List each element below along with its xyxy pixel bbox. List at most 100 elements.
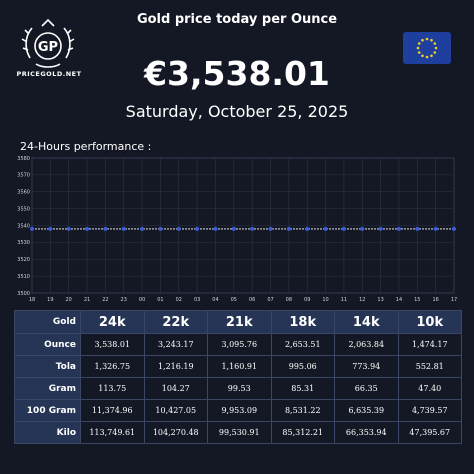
column-header-22k: 22k [143, 310, 208, 334]
price-point[interactable] [176, 226, 181, 231]
price-point[interactable] [85, 226, 90, 231]
x-tick-label: 06 [249, 297, 255, 303]
price-cell: 2,063.84 [334, 333, 399, 356]
price-cell: 1,160.91 [207, 355, 272, 378]
x-tick-label: 09 [304, 297, 310, 303]
price-cell: 4,739.57 [397, 399, 462, 422]
price-point[interactable] [268, 226, 273, 231]
x-tick-label: 18 [29, 297, 35, 303]
price-point[interactable] [158, 226, 163, 231]
price-cell: 1,474.17 [397, 333, 462, 356]
flag-star-icon [430, 54, 433, 58]
y-tick-label: 3520 [17, 257, 30, 263]
y-tick-label: 3570 [17, 173, 30, 179]
price-point[interactable] [66, 226, 71, 231]
price-cell: 8,531.22 [270, 399, 335, 422]
chart-heading: 24-Hours performance : [20, 140, 152, 153]
price-table: Gold 24k 22k 21k 18k 14k 10k Ounce 3,538.01 3,2… [14, 310, 462, 444]
row-label: Tola [14, 355, 81, 378]
price-point[interactable] [360, 226, 365, 231]
column-header-10k: 10k [397, 310, 462, 334]
price-point[interactable] [286, 226, 291, 231]
y-tick-label: 3540 [17, 223, 30, 229]
price-point[interactable] [341, 226, 346, 231]
price-point[interactable] [305, 226, 310, 231]
table-row: Ounce 3,538.01 3,243.17 3,095.76 2,653.51 2,0… [14, 333, 462, 356]
y-tick-label: 3530 [17, 240, 30, 246]
price-cell: 10,427.05 [143, 399, 208, 422]
flag-star-icon [421, 38, 424, 42]
gold-price: €3,538.01 [144, 54, 330, 93]
x-tick-label: 23 [121, 297, 127, 303]
price-point[interactable] [250, 226, 255, 231]
price-cell: 66.35 [334, 377, 399, 400]
x-tick-label: 14 [396, 297, 402, 303]
y-tick-label: 3550 [17, 206, 30, 212]
price-point[interactable] [433, 226, 438, 231]
price-cell: 995.06 [270, 355, 335, 378]
flag-star-icon [416, 46, 420, 50]
brand-name[interactable]: PRICEGOLD.NET [16, 70, 82, 78]
price-point[interactable] [140, 226, 145, 231]
price-cell: 2,653.51 [270, 333, 335, 356]
price-point[interactable] [48, 226, 53, 231]
price-point[interactable] [30, 226, 34, 231]
svg-text:GP: GP [38, 40, 58, 55]
price-cell: 47.40 [397, 377, 462, 400]
price-point[interactable] [231, 226, 236, 231]
price-cell: 104,270.48 [143, 421, 208, 444]
row-label: Ounce [14, 333, 81, 356]
x-tick-label: 15 [414, 297, 420, 303]
price-point[interactable] [121, 226, 126, 231]
row-label: Kilo [14, 421, 81, 444]
price-cell: 6,635.39 [334, 399, 399, 422]
x-tick-label: 05 [231, 297, 237, 303]
flag-star-icon [417, 51, 421, 54]
flag-star-icon [434, 46, 438, 50]
flag-star-icon [425, 55, 429, 59]
flag-star-icon [433, 42, 437, 45]
price-cell: 99.53 [207, 377, 272, 400]
flag-star-icon [425, 37, 429, 41]
price-point[interactable] [452, 226, 456, 231]
x-tick-label: 20 [66, 297, 72, 303]
column-header-24k: 24k [80, 310, 145, 334]
y-tick-label: 3580 [17, 156, 30, 162]
flag-star-icon [433, 51, 437, 54]
price-point[interactable] [195, 226, 200, 231]
x-tick-label: 12 [359, 297, 365, 303]
x-tick-label: 08 [286, 297, 292, 303]
column-header-21k: 21k [207, 310, 272, 334]
price-cell: 773.94 [334, 355, 399, 378]
x-tick-label: 02 [176, 297, 182, 303]
price-cell: 85,312.21 [270, 421, 335, 444]
price-point[interactable] [378, 226, 383, 231]
x-tick-label: 13 [377, 297, 383, 303]
flag-star-icon [421, 54, 424, 58]
table-row: Tola 1,326.75 1,216.19 1,160.91 995.06 773.94… [14, 355, 462, 378]
page-title: Gold price today per Ounce [136, 12, 338, 27]
x-tick-label: 07 [267, 297, 273, 303]
price-point[interactable] [213, 226, 218, 231]
price-point[interactable] [323, 226, 328, 231]
column-header-18k: 18k [270, 310, 335, 334]
price-cell: 3,243.17 [143, 333, 208, 356]
eu-flag-icon[interactable] [403, 32, 451, 64]
x-tick-label: 04 [212, 297, 218, 303]
price-cell: 113.75 [80, 377, 145, 400]
price-point[interactable] [415, 226, 420, 231]
price-point[interactable] [103, 226, 108, 231]
x-tick-label: 10 [322, 297, 328, 303]
price-cell: 3,538.01 [80, 333, 145, 356]
x-tick-label: 01 [157, 297, 163, 303]
x-tick-label: 03 [194, 297, 200, 303]
price-cell: 3,095.76 [207, 333, 272, 356]
table-row: Kilo 113,749.61 104,270.48 99,530.91 85,312.… [14, 421, 462, 444]
price-cell: 1,326.75 [80, 355, 145, 378]
price-point[interactable] [396, 226, 401, 231]
x-tick-label: 11 [341, 297, 347, 303]
price-cell: 66,353.94 [334, 421, 399, 444]
pricegold-logo-icon: GP [21, 18, 75, 68]
price-cell: 552.81 [397, 355, 462, 378]
